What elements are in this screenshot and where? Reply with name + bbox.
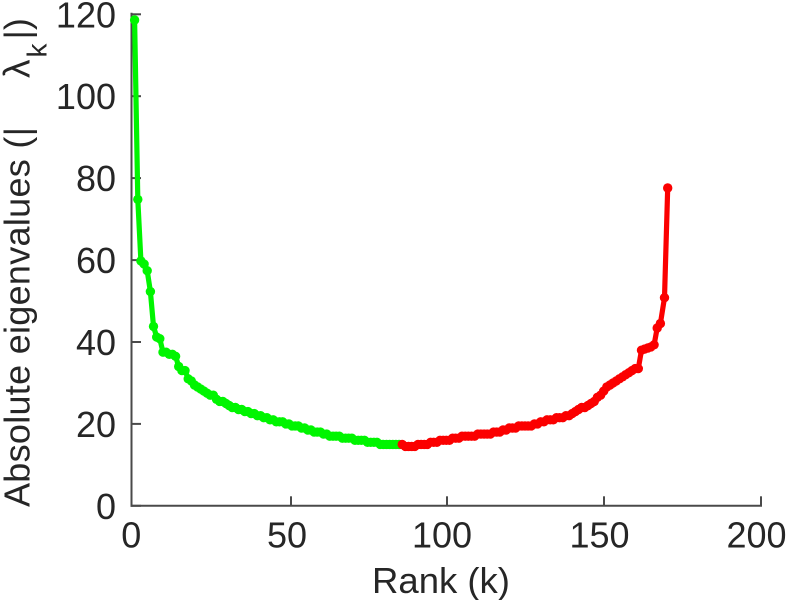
svg-text:80: 80	[76, 158, 116, 199]
svg-text:100: 100	[56, 76, 116, 117]
svg-text:60: 60	[76, 240, 116, 281]
svg-text:Absolute eigenvalues (|: Absolute eigenvalues (|	[0, 127, 38, 507]
svg-text:100: 100	[412, 515, 472, 556]
svg-text:120: 120	[56, 0, 116, 35]
svg-text:40: 40	[76, 322, 116, 363]
svg-text:20: 20	[76, 404, 116, 445]
svg-text:0: 0	[96, 486, 116, 527]
svg-text:Rank (k): Rank (k)	[372, 560, 510, 600]
svg-text:200: 200	[726, 515, 786, 556]
svg-text:150: 150	[569, 515, 629, 556]
svg-text:0: 0	[121, 515, 141, 556]
svg-text:50: 50	[267, 515, 307, 556]
